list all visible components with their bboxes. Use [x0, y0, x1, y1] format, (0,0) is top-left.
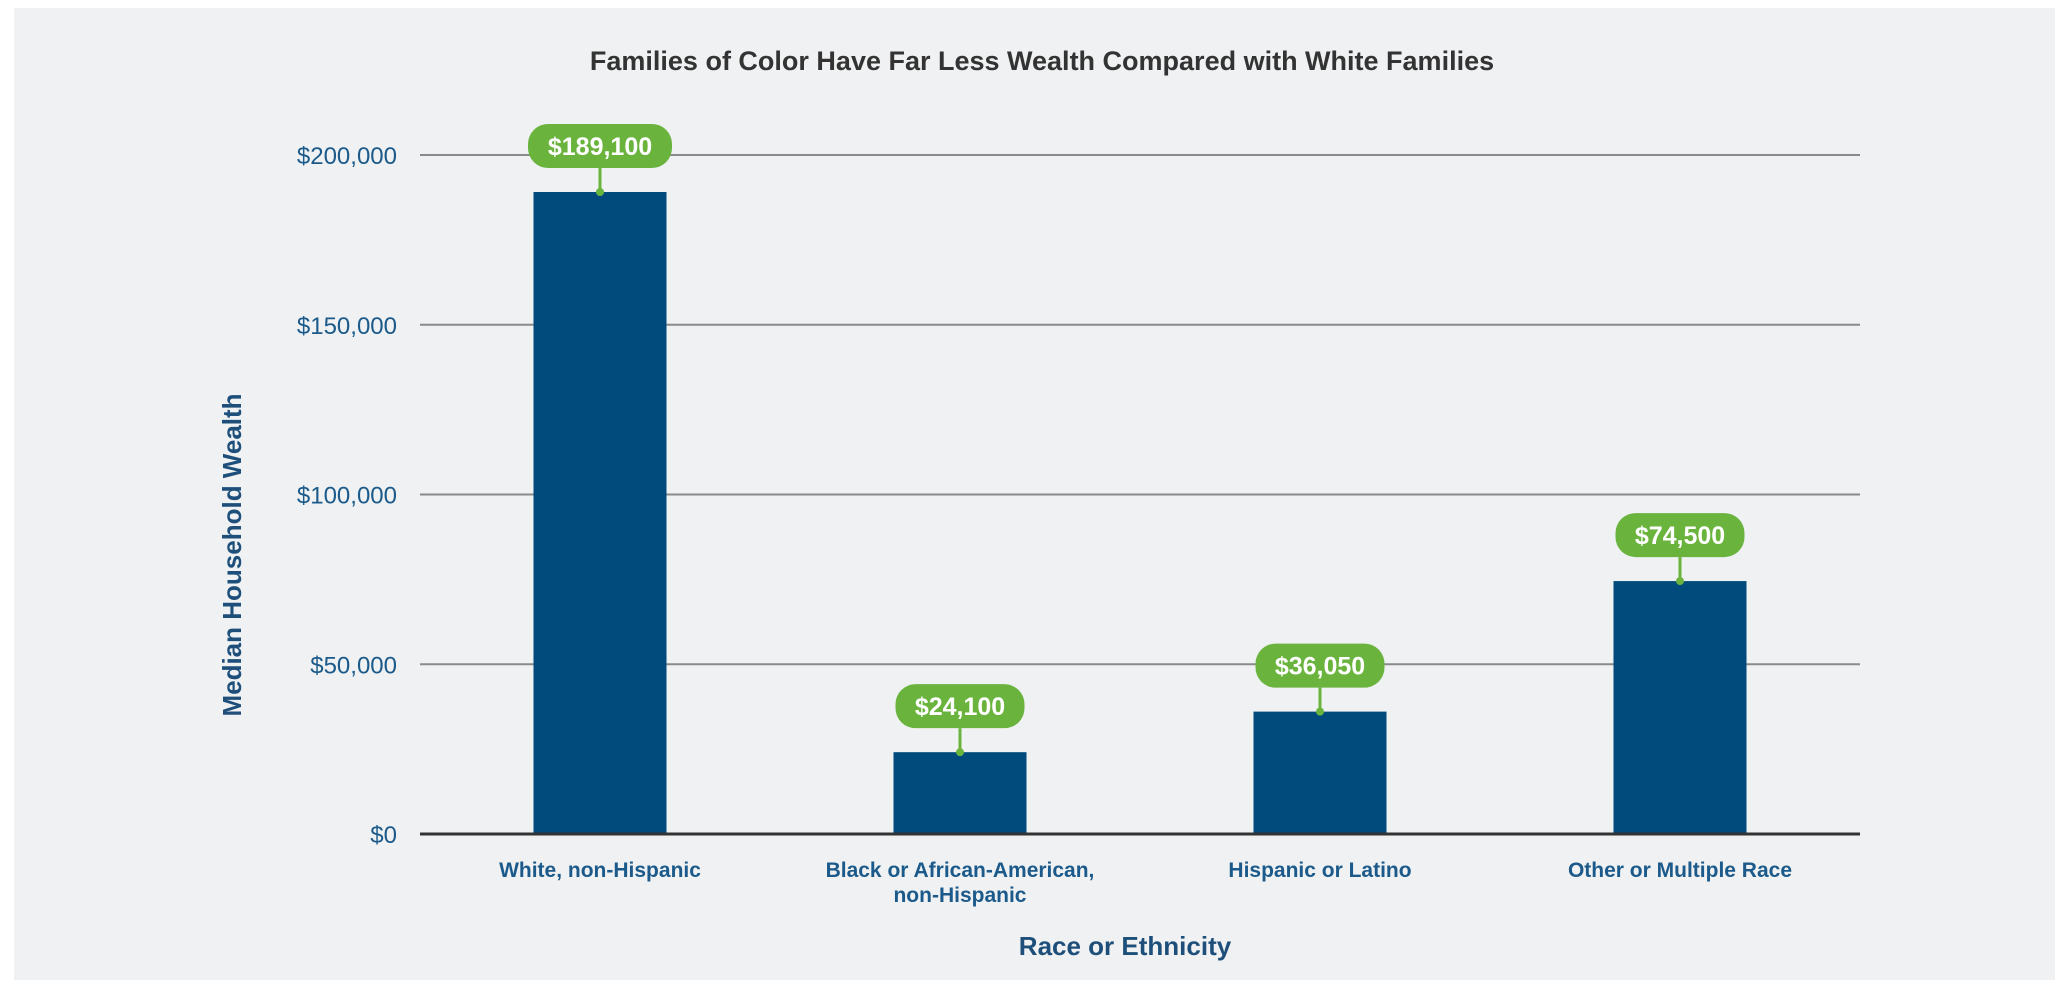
y-axis-ticks: $0 $50,000 $100,000 $150,000 $200,000 — [297, 143, 397, 849]
data-label-dot — [956, 748, 964, 757]
bars — [533, 192, 1747, 834]
data-label-text: $189,100 — [548, 133, 652, 161]
y-tick-label: $150,000 — [297, 313, 397, 340]
data-label-bubble — [895, 684, 1025, 729]
x-tick-label: White, non-Hispanic — [499, 859, 701, 882]
data-label-bubble — [528, 124, 672, 169]
data-label-text: $36,050 — [1275, 653, 1365, 681]
data-label-dot — [1676, 577, 1684, 586]
x-tick-label: Other or Multiple Race — [1568, 859, 1792, 882]
x-axis-ticks: White, non-Hispanic Black or African-Amer… — [499, 859, 1792, 907]
bar — [1613, 581, 1747, 834]
data-labels: $189,100 $24,100 $36,050 $74,500 — [528, 124, 1745, 757]
data-label: $24,100 — [895, 684, 1025, 757]
x-tick-label: Black or African-American, non-Hispanic — [826, 859, 1095, 907]
y-tick-label: $0 — [370, 822, 397, 849]
y-tick-label: $100,000 — [297, 483, 397, 510]
y-axis-label: Median Household Wealth — [217, 393, 247, 716]
data-label-bubble — [1255, 643, 1385, 688]
y-tick-label: $50,000 — [310, 652, 397, 679]
data-label: $189,100 — [528, 124, 672, 197]
bar — [893, 752, 1027, 834]
data-label-dot — [596, 188, 604, 197]
x-axis-label: Race or Ethnicity — [1019, 931, 1232, 961]
x-tick-label: Hispanic or Latino — [1228, 859, 1411, 882]
data-label-text: $74,500 — [1635, 522, 1725, 550]
bar — [1253, 711, 1387, 834]
data-label: $74,500 — [1615, 513, 1745, 586]
data-label-text: $24,100 — [915, 693, 1005, 721]
data-label-bubble — [1615, 513, 1745, 558]
data-label-dot — [1316, 707, 1324, 716]
bar — [533, 192, 667, 834]
data-label: $36,050 — [1255, 643, 1385, 716]
y-tick-label: $200,000 — [297, 143, 397, 170]
chart-title: Families of Color Have Far Less Wealth C… — [590, 46, 1494, 76]
